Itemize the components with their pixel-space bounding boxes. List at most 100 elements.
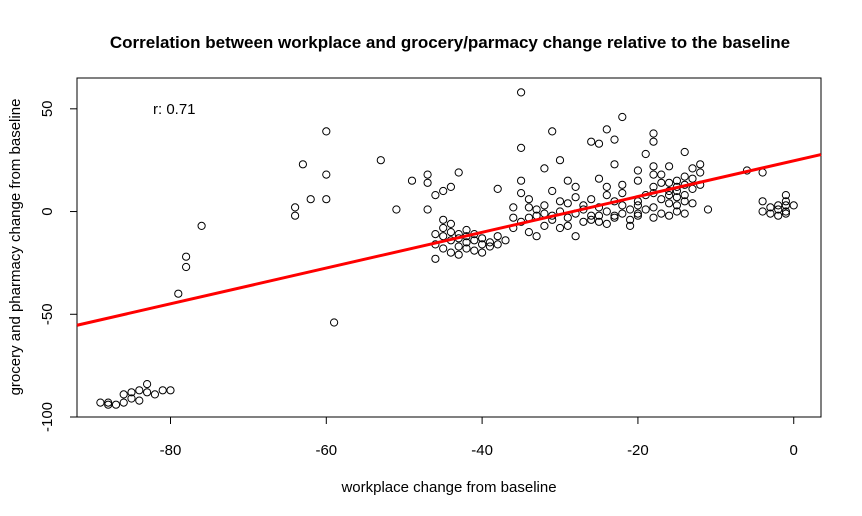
data-point bbox=[696, 168, 705, 177]
data-point bbox=[322, 195, 331, 204]
data-point bbox=[781, 191, 791, 200]
data-point bbox=[127, 394, 136, 403]
data-point bbox=[439, 223, 448, 233]
data-point bbox=[158, 386, 167, 395]
data-point bbox=[680, 209, 689, 218]
data-point bbox=[657, 209, 666, 218]
data-point bbox=[119, 398, 128, 407]
data-point bbox=[579, 217, 588, 226]
data-point bbox=[446, 228, 455, 237]
data-point bbox=[439, 215, 448, 224]
data-point bbox=[602, 219, 611, 228]
data-point bbox=[696, 160, 705, 169]
data-point bbox=[330, 318, 339, 327]
data-point bbox=[470, 236, 479, 245]
data-point bbox=[423, 178, 432, 187]
data-point bbox=[446, 182, 455, 191]
data-point bbox=[657, 170, 666, 179]
data-point bbox=[143, 380, 152, 389]
data-point bbox=[548, 127, 557, 136]
data-point bbox=[602, 182, 611, 191]
data-point bbox=[485, 238, 494, 247]
data-point bbox=[540, 221, 549, 230]
data-point bbox=[392, 205, 401, 214]
data-point bbox=[524, 228, 534, 237]
data-point bbox=[548, 186, 557, 196]
data-point bbox=[509, 203, 518, 212]
data-point bbox=[446, 219, 455, 228]
data-point bbox=[587, 215, 596, 224]
data-point bbox=[571, 182, 580, 191]
data-point bbox=[517, 88, 526, 97]
data-point bbox=[680, 197, 689, 206]
x-tick-label: -80 bbox=[160, 442, 182, 459]
data-point bbox=[594, 211, 604, 220]
data-point bbox=[407, 176, 417, 185]
data-point bbox=[470, 246, 479, 255]
data-point bbox=[758, 207, 767, 216]
data-point bbox=[610, 135, 619, 144]
data-point bbox=[478, 240, 487, 249]
data-point bbox=[626, 205, 635, 214]
data-point bbox=[501, 236, 510, 245]
x-tick-label: 0 bbox=[790, 442, 798, 459]
data-point bbox=[540, 201, 549, 210]
data-point bbox=[672, 193, 682, 202]
data-point bbox=[135, 386, 144, 395]
data-point bbox=[641, 205, 650, 214]
data-point bbox=[633, 211, 643, 220]
y-tick-label: -100 bbox=[39, 402, 56, 432]
data-point bbox=[104, 398, 113, 407]
data-point bbox=[517, 189, 526, 198]
data-point bbox=[462, 225, 471, 235]
data-point bbox=[493, 232, 502, 241]
data-point bbox=[781, 207, 791, 216]
data-point bbox=[182, 252, 191, 261]
data-point bbox=[322, 170, 331, 179]
data-point bbox=[517, 176, 526, 185]
data-point bbox=[563, 199, 572, 208]
data-point bbox=[633, 166, 643, 175]
data-point bbox=[665, 191, 674, 200]
data-point bbox=[672, 201, 682, 210]
data-point bbox=[774, 201, 783, 210]
data-point bbox=[672, 207, 682, 216]
data-point bbox=[439, 244, 448, 253]
data-point bbox=[657, 178, 666, 187]
data-point bbox=[298, 160, 307, 169]
y-tick-label: 0 bbox=[39, 207, 56, 215]
data-point bbox=[462, 238, 471, 247]
data-point bbox=[633, 209, 643, 218]
data-point bbox=[423, 170, 432, 179]
data-point bbox=[610, 213, 619, 222]
data-point bbox=[774, 205, 783, 214]
data-point bbox=[594, 139, 604, 148]
data-point bbox=[454, 168, 463, 177]
regression-line-layer bbox=[76, 153, 822, 327]
data-point bbox=[688, 199, 697, 208]
data-point bbox=[618, 180, 627, 189]
data-point bbox=[703, 205, 713, 214]
data-point bbox=[322, 127, 331, 136]
data-point bbox=[119, 390, 128, 399]
data-point bbox=[633, 176, 643, 185]
data-point bbox=[665, 178, 674, 187]
data-point bbox=[587, 137, 596, 146]
data-point bbox=[174, 289, 183, 298]
data-point bbox=[431, 254, 440, 263]
data-point bbox=[166, 386, 175, 395]
chart-title: Correlation between workplace and grocer… bbox=[110, 33, 790, 52]
data-point bbox=[587, 211, 596, 220]
data-point bbox=[563, 176, 572, 185]
data-point bbox=[431, 191, 440, 200]
data-point bbox=[376, 156, 385, 165]
data-point bbox=[649, 129, 658, 138]
data-point bbox=[758, 197, 767, 206]
x-axis-label: workplace change from baseline bbox=[340, 479, 556, 496]
data-point bbox=[665, 199, 674, 208]
x-axis: -80 -60 -40 -20 0 bbox=[160, 417, 798, 459]
data-point bbox=[493, 184, 502, 193]
data-point bbox=[626, 215, 635, 224]
plot-frame bbox=[76, 77, 822, 418]
